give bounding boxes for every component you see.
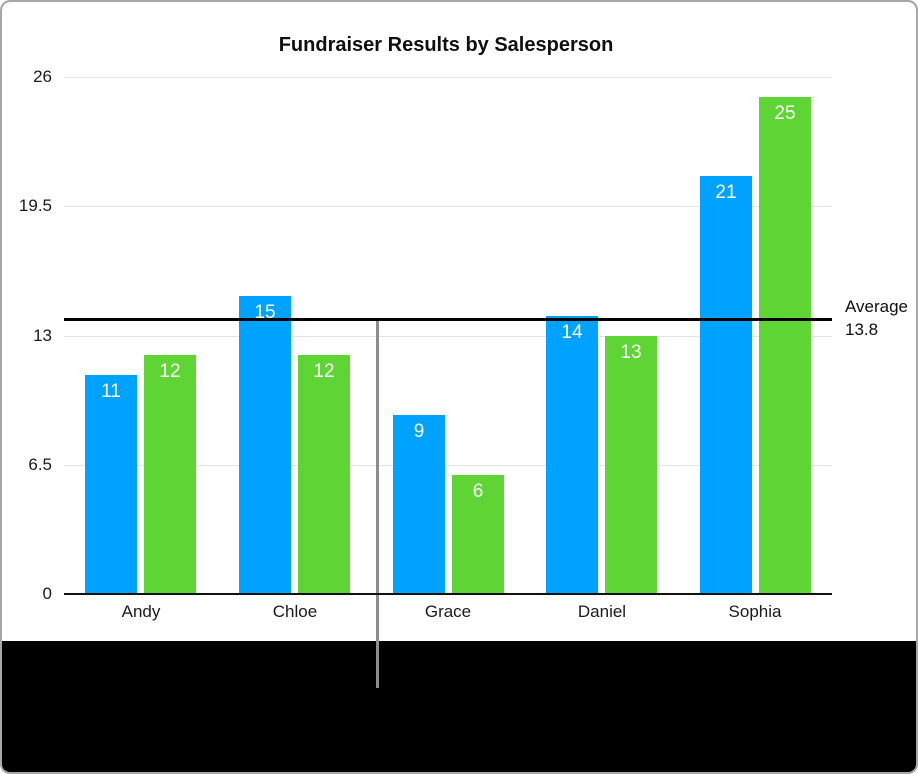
x-axis-category-label: Grace <box>424 602 472 621</box>
x-axis-category-label: Chloe <box>272 602 318 621</box>
bar-value-label: 12 <box>313 361 335 382</box>
reference-line-label-value: 13.8 <box>845 320 879 339</box>
bar-series-green-chloe: 12 <box>298 355 350 594</box>
bar-value-label: 13 <box>620 342 642 363</box>
bar-series-blue-grace: 9 <box>393 415 445 594</box>
bar-series-green-daniel: 13 <box>605 336 657 595</box>
bar-series-green-grace: 6 <box>452 475 504 594</box>
average-reference-line <box>64 318 832 321</box>
reference-line-label-title: Average <box>845 297 909 316</box>
y-gridline <box>64 465 832 466</box>
bar-series-blue-daniel: 14 <box>546 316 598 594</box>
bar-value-label: 15 <box>254 302 276 323</box>
chart-title: Fundraiser Results by Salesperson <box>278 34 614 56</box>
y-axis-tick-label: 19.5 <box>18 196 52 215</box>
bar-series-blue-sophia: 21 <box>700 176 752 594</box>
vertical-marker-line <box>376 320 379 688</box>
bar-series-green-sophia: 25 <box>759 97 811 594</box>
bar-value-label: 25 <box>774 103 796 124</box>
bar-series-blue-chloe: 15 <box>239 296 291 594</box>
x-axis-line <box>64 593 832 595</box>
x-axis-category-label: Sophia <box>728 602 782 621</box>
bar-value-label: 6 <box>472 481 484 502</box>
x-axis-category-label: Daniel <box>577 602 627 621</box>
y-axis-tick-label: 13 <box>33 326 52 345</box>
y-axis-tick-label: 0 <box>42 584 52 603</box>
bar-value-label: 14 <box>561 322 583 343</box>
x-axis-category-label: Andy <box>121 602 161 621</box>
bar-value-label: 21 <box>715 182 737 203</box>
y-axis-tick-label: 6.5 <box>28 455 52 474</box>
bar-value-label: 12 <box>159 361 181 382</box>
bar-value-label: 9 <box>413 421 425 442</box>
bar-value-label: 11 <box>101 381 121 402</box>
y-gridline <box>64 336 832 337</box>
y-gridline <box>64 77 832 78</box>
y-axis-tick-label: 26 <box>33 67 52 86</box>
bar-series-blue-andy: 11 <box>85 375 137 594</box>
bar-series-green-andy: 12 <box>144 355 196 594</box>
y-gridline <box>64 206 832 207</box>
reference-line-label: Average 13.8 <box>845 295 908 341</box>
